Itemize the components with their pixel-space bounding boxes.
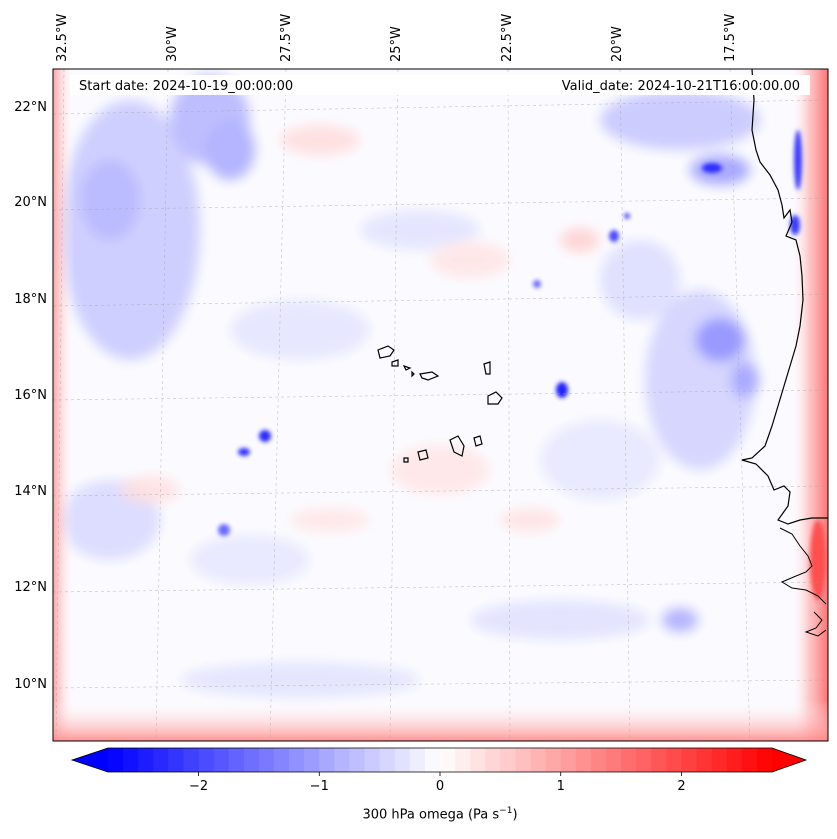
africa-coastline-south	[779, 527, 827, 637]
colorbar-cell	[485, 748, 501, 772]
colorbar-cell	[560, 748, 577, 772]
colorbar-cell	[364, 748, 381, 772]
colorbar-cell	[681, 748, 698, 772]
colorbar-cell	[228, 748, 245, 772]
omega-field	[53, 69, 828, 741]
colorbar-cell	[696, 748, 713, 772]
colorbar-cell	[304, 748, 320, 772]
colorbar-cell	[515, 748, 532, 772]
colorbar-cell	[726, 748, 743, 772]
lat-label: 22°N	[14, 100, 47, 115]
colorbar-cell	[394, 748, 411, 772]
longitude-labels: 32.5°W 30°W 27.5°W 25°W 22.5°W 20°W 17.5…	[55, 14, 738, 62]
lat-label: 14°N	[14, 484, 47, 499]
colorbar-cell	[455, 748, 471, 772]
lon-label: 17.5°W	[723, 14, 738, 62]
cape-verde-islands	[377, 345, 503, 463]
colorbar-title: 300 hPa omega (Pa s−1)	[362, 806, 518, 823]
colorbar-cell	[666, 748, 683, 772]
start-date-label: Start date: 2024-10-19_00:00:00	[79, 79, 293, 94]
colorbar-cell	[711, 748, 728, 772]
africa-coastline	[741, 69, 828, 525]
colorbar-cell	[379, 748, 396, 772]
colorbar-cell	[590, 748, 607, 772]
lon-label: 22.5°W	[500, 14, 515, 62]
colorbar-cell	[289, 748, 305, 772]
lat-label: 18°N	[14, 292, 47, 307]
colorbar-cell	[530, 748, 547, 772]
colorbar-cell	[183, 748, 200, 772]
colorbar-cell	[168, 748, 185, 772]
colorbar-cell	[274, 748, 290, 772]
colorbar-tick-label: −2	[189, 779, 208, 794]
colorbar-cell	[756, 748, 773, 772]
lon-label: 25°W	[389, 26, 404, 62]
lon-label: 32.5°W	[55, 14, 70, 62]
lon-label: 27.5°W	[279, 14, 294, 62]
colorbar-tick-label: 0	[436, 779, 444, 794]
colorbar-outline	[70, 747, 808, 773]
map-frame	[52, 68, 829, 742]
colorbar-cell	[636, 748, 652, 772]
colorbar-cell	[651, 748, 667, 772]
colorbar-cell	[334, 748, 351, 772]
lat-label: 12°N	[14, 580, 47, 595]
colorbar-extend-high	[772, 748, 806, 772]
lat-label: 16°N	[14, 388, 47, 403]
colorbar-cell	[213, 748, 230, 772]
colorbar-tick-label: 1	[557, 779, 565, 794]
valid-date-label: Valid_date: 2024-10-21T16:00:00.00	[562, 79, 800, 94]
colorbar-cell	[243, 748, 260, 772]
colorbar-cell	[138, 748, 154, 772]
colorbar-cell	[198, 748, 215, 772]
colorbar-cell	[741, 748, 758, 772]
colorbar-cell	[500, 748, 517, 772]
latitude-labels: 22°N 20°N 18°N 16°N 14°N 12°N 10°N	[14, 100, 47, 692]
gridlines	[53, 69, 828, 741]
lon-label: 20°W	[610, 26, 625, 62]
header-strip	[70, 75, 810, 95]
colorbar-cell	[349, 748, 366, 772]
colorbar-cell	[258, 748, 275, 772]
lat-label: 20°N	[14, 195, 47, 210]
colorbar-extend-low	[72, 748, 108, 772]
colorbar-cell	[621, 748, 637, 772]
lat-label: 10°N	[14, 677, 47, 692]
colorbar-cell	[108, 748, 124, 772]
colorbar-tick-label: 2	[677, 779, 685, 794]
colorbar-cell	[153, 748, 169, 772]
colorbar-cell	[440, 748, 456, 772]
colorbar-cell	[123, 748, 139, 772]
colorbar-cell	[424, 748, 441, 772]
colorbar-cell	[319, 748, 335, 772]
colorbar-cell	[606, 748, 622, 772]
colorbar-cell	[545, 748, 562, 772]
colorbar-tick-label: −1	[310, 779, 329, 794]
colorbar: −2 −1 0 1 2	[70, 747, 808, 794]
colorbar-cell	[409, 748, 426, 772]
lon-label: 30°W	[165, 26, 180, 62]
colorbar-cell	[470, 748, 486, 772]
colorbar-cell	[575, 748, 592, 772]
